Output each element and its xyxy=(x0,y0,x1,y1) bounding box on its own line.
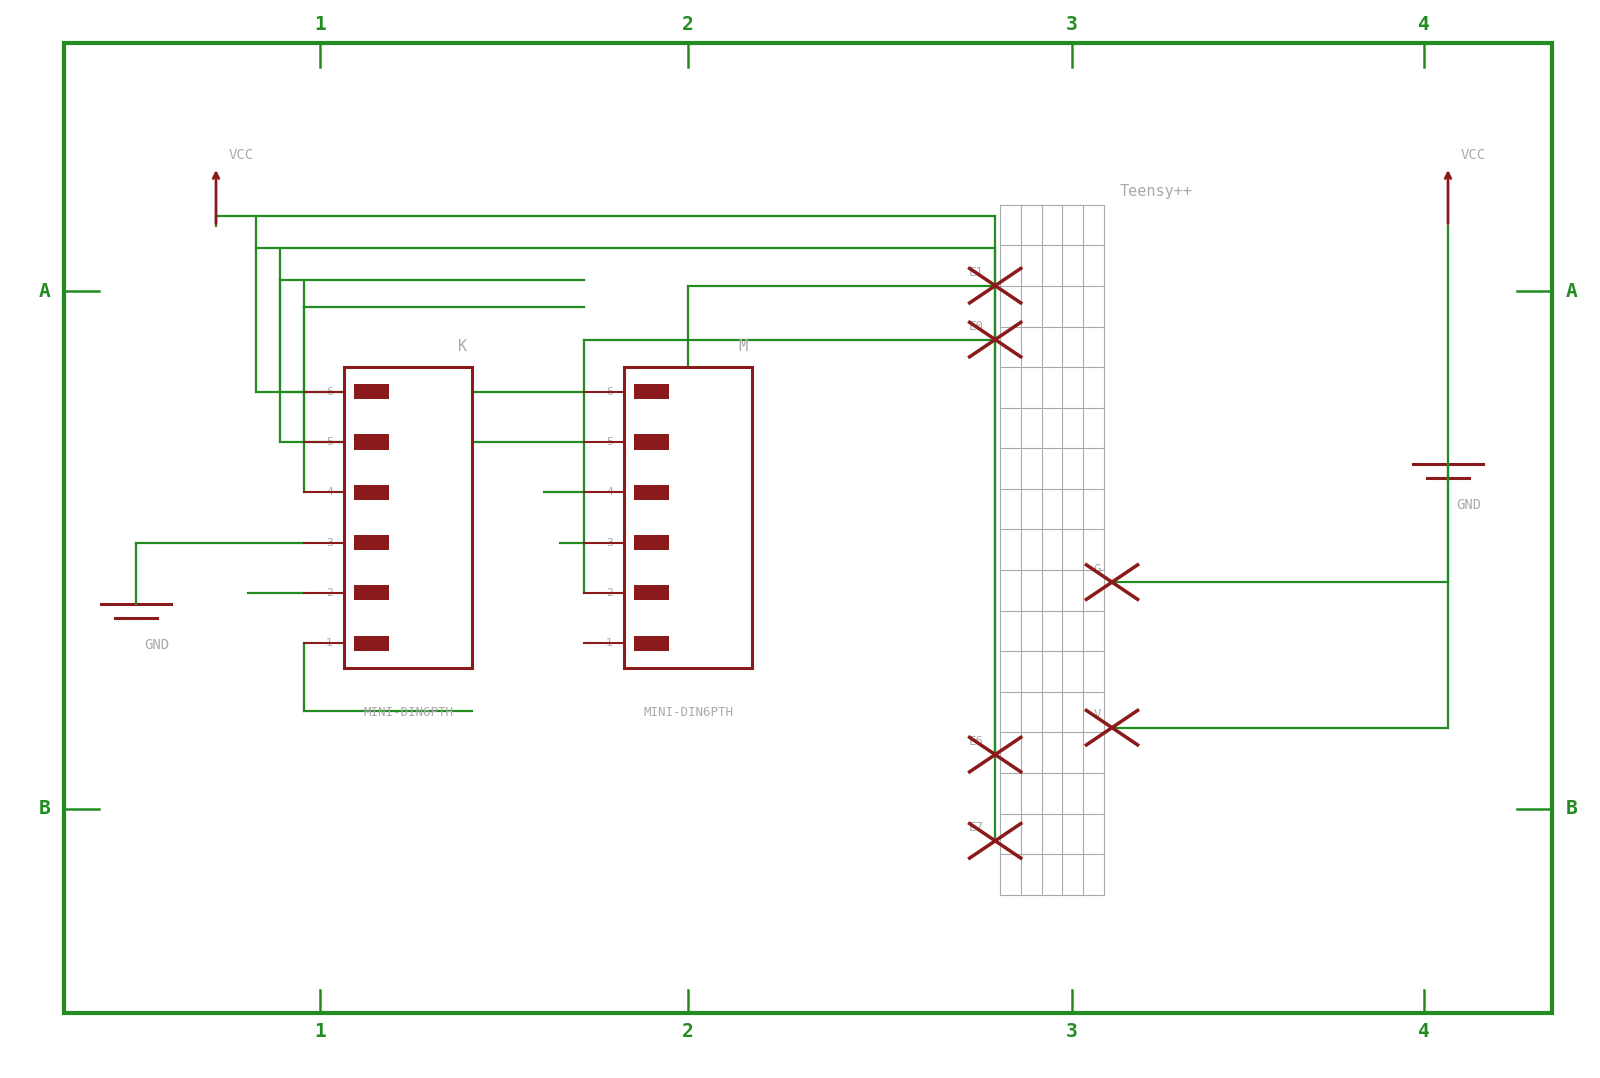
Text: E0: E0 xyxy=(970,320,984,333)
Text: 1: 1 xyxy=(326,638,333,648)
Bar xyxy=(354,485,389,500)
Bar xyxy=(634,585,669,600)
Text: E6: E6 xyxy=(970,735,984,748)
Bar xyxy=(354,585,389,600)
Bar xyxy=(64,43,1552,1013)
Text: E7: E7 xyxy=(970,821,984,834)
Bar xyxy=(624,367,752,668)
Text: 6: 6 xyxy=(606,387,613,397)
Text: 5: 5 xyxy=(326,437,333,447)
Bar xyxy=(634,485,669,500)
Text: 1: 1 xyxy=(606,638,613,648)
Text: 2: 2 xyxy=(682,15,694,34)
Text: 4: 4 xyxy=(606,487,613,497)
Text: 4: 4 xyxy=(326,487,333,497)
Text: 4: 4 xyxy=(1418,15,1430,34)
Bar xyxy=(634,535,669,550)
Bar xyxy=(354,384,389,399)
Text: 5: 5 xyxy=(606,437,613,447)
Bar xyxy=(354,636,389,651)
Text: B: B xyxy=(38,799,51,818)
Text: GND: GND xyxy=(1456,498,1482,512)
Text: E1: E1 xyxy=(970,266,984,279)
Text: M: M xyxy=(738,338,747,354)
Bar xyxy=(354,535,389,550)
Bar xyxy=(634,636,669,651)
Text: 3: 3 xyxy=(1066,15,1078,34)
Bar xyxy=(634,434,669,450)
Text: 2: 2 xyxy=(682,1022,694,1041)
Text: 6: 6 xyxy=(326,387,333,397)
Text: B: B xyxy=(1565,799,1578,818)
Bar xyxy=(634,384,669,399)
Text: GND: GND xyxy=(144,638,170,652)
Text: V: V xyxy=(1093,708,1101,721)
Text: 1: 1 xyxy=(314,1022,326,1041)
Text: 2: 2 xyxy=(606,588,613,598)
Text: 3: 3 xyxy=(1066,1022,1078,1041)
Text: 1: 1 xyxy=(314,15,326,34)
Text: 3: 3 xyxy=(326,538,333,548)
Text: Teensy++: Teensy++ xyxy=(1120,184,1194,199)
Text: MINI-DIN6PTH: MINI-DIN6PTH xyxy=(643,706,733,719)
Text: A: A xyxy=(1565,281,1578,301)
Text: VCC: VCC xyxy=(229,148,254,162)
Bar xyxy=(344,367,472,668)
Text: 4: 4 xyxy=(1418,1022,1430,1041)
Text: 2: 2 xyxy=(326,588,333,598)
Text: 3: 3 xyxy=(606,538,613,548)
Text: K: K xyxy=(458,338,467,354)
Bar xyxy=(354,434,389,450)
Text: A: A xyxy=(38,281,51,301)
Text: MINI-DIN6PTH: MINI-DIN6PTH xyxy=(363,706,453,719)
Text: G: G xyxy=(1093,563,1101,576)
Text: VCC: VCC xyxy=(1461,148,1486,162)
